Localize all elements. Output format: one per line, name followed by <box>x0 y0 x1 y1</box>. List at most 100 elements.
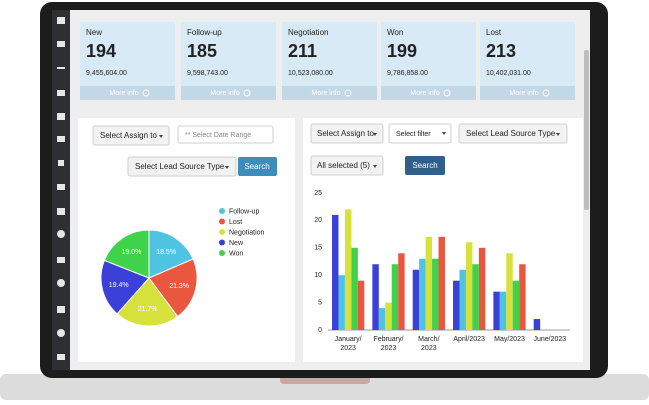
bar <box>478 247 486 330</box>
card-footer <box>80 86 175 100</box>
lead-source-button[interactable] <box>458 123 568 144</box>
x-tick-label: 2023 <box>421 345 437 352</box>
card-link-icon <box>142 89 150 97</box>
x-tick-label: 2023 <box>381 345 397 352</box>
pie-slice <box>103 229 150 279</box>
pie-value-label: 19.0% <box>122 249 142 256</box>
bar <box>332 214 339 330</box>
card-title: Negotiation <box>288 28 328 37</box>
card-link-icon <box>243 89 251 97</box>
y-tick-label: 20 <box>314 217 322 224</box>
bar <box>432 258 439 330</box>
pie-slice <box>116 277 179 327</box>
y-tick-label: 0 <box>318 327 322 334</box>
pie-value-label: 21.7% <box>138 306 158 313</box>
y-tick-label: 5 <box>318 299 322 306</box>
assign-button[interactable] <box>310 123 384 144</box>
search-button[interactable] <box>405 156 445 175</box>
card-title: Lost <box>486 28 502 37</box>
legend-label: Follow-up <box>229 208 259 215</box>
filter-label: Select filter <box>396 131 431 138</box>
bar <box>459 269 466 330</box>
bar <box>385 302 392 330</box>
bar <box>357 280 365 330</box>
date-range-placeholder: ** Select Date Range <box>185 132 251 139</box>
legend-swatch <box>219 250 225 256</box>
card-count: 194 <box>86 41 116 61</box>
card-link: More info <box>210 90 239 97</box>
carets <box>159 132 560 169</box>
y-tick-label: 15 <box>314 245 322 252</box>
x-tick-label: February/ <box>374 336 404 343</box>
lead-source-label: Select Lead Source Type <box>135 162 225 171</box>
bar <box>493 291 500 330</box>
left-panel <box>78 118 295 362</box>
card-amount: 9,598,743.00 <box>187 70 228 77</box>
y-tick-label: 25 <box>314 190 322 197</box>
search-label: Search <box>412 161 437 170</box>
legend-swatch <box>219 229 225 235</box>
card-footer <box>181 86 276 100</box>
card-count: 199 <box>387 41 417 61</box>
bar <box>351 247 358 330</box>
all-selected-button[interactable] <box>310 155 384 176</box>
bar <box>472 264 479 330</box>
assign-label: Select Assign to <box>317 129 374 138</box>
bar <box>344 209 352 330</box>
bar <box>519 264 526 330</box>
x-tick-label: January/ <box>335 336 362 343</box>
bar <box>425 236 433 330</box>
card-amount: 9,786,858.00 <box>387 70 428 77</box>
bar <box>438 236 445 330</box>
assign-button[interactable] <box>92 125 170 146</box>
card-amount: 10,523,080.00 <box>288 70 333 77</box>
pie-slice <box>148 229 194 279</box>
card-footer <box>381 86 476 100</box>
card-link: More info <box>410 90 439 97</box>
card-link-icon <box>443 89 451 97</box>
legend-swatch <box>219 208 225 214</box>
legend-label: Negotiation <box>229 229 265 236</box>
card-count: 211 <box>288 41 317 61</box>
bar <box>338 275 345 330</box>
search-button[interactable] <box>238 157 277 176</box>
bar <box>533 319 541 330</box>
bar <box>391 264 399 330</box>
pie-value-label: 18.5% <box>156 249 176 256</box>
legend-label: Won <box>229 250 243 257</box>
card-footer <box>480 86 575 100</box>
pie-value-label: 19.4% <box>109 282 129 289</box>
x-tick-label: May/2023 <box>494 336 525 343</box>
card-link: More info <box>311 90 340 97</box>
card-amount: 9,455,604.00 <box>86 70 127 77</box>
all-selected-label: All selected (5) <box>317 161 370 170</box>
card-amount: 10,402,031.00 <box>486 70 531 77</box>
x-tick-label: March/ <box>418 336 439 343</box>
legend-label: Lost <box>229 219 242 226</box>
card-count: 213 <box>486 41 516 61</box>
y-tick-label: 10 <box>314 272 322 279</box>
pie-slice <box>148 258 198 318</box>
bar <box>453 280 460 330</box>
scrollbar <box>584 50 589 210</box>
bar <box>412 269 420 330</box>
search-label: Search <box>244 162 269 171</box>
bar <box>372 264 379 330</box>
card-link: More info <box>509 90 538 97</box>
lead-source-button[interactable] <box>127 156 237 177</box>
filter-select[interactable] <box>388 123 452 144</box>
bar <box>465 242 473 330</box>
bar <box>398 253 405 330</box>
x-tick-label: 2023 <box>340 345 356 352</box>
bar <box>499 291 507 330</box>
laptop-base <box>0 374 649 400</box>
card-count: 185 <box>187 41 217 61</box>
legend-label: New <box>229 240 244 247</box>
date-range-input[interactable] <box>177 125 274 144</box>
card-title: Follow-up <box>187 28 222 37</box>
x-tick-label: June/2023 <box>533 336 566 343</box>
bar <box>419 258 426 330</box>
card-title: Won <box>387 28 403 37</box>
card-link-icon <box>344 89 352 97</box>
